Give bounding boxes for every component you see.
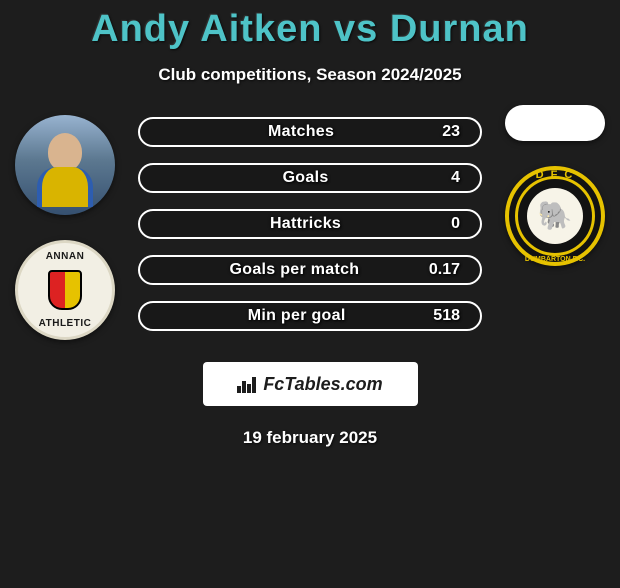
stat-value: 4: [451, 169, 460, 187]
stat-value: 518: [433, 307, 460, 325]
stat-label: Hattricks: [270, 215, 341, 233]
stat-row: Goals per match 0.17: [138, 255, 482, 285]
page-title: Andy Aitken vs Durnan: [0, 8, 620, 51]
right-club-logo: D F C 🐘 DUMBARTON F.C.: [505, 166, 605, 266]
right-player-column: D F C 🐘 DUMBARTON F.C.: [490, 105, 620, 266]
stat-row: Goals 4: [138, 163, 482, 193]
stat-row: Hattricks 0: [138, 209, 482, 239]
left-club-name-bottom: ATHLETIC: [18, 318, 112, 329]
right-club-name-bottom: DUMBARTON F.C.: [509, 256, 601, 263]
right-club-name-top: D F C: [509, 169, 601, 181]
brand-badge: FcTables.com: [203, 362, 418, 406]
stat-label: Min per goal: [248, 307, 346, 325]
left-player-column: ANNAN ATHLETIC: [0, 105, 130, 340]
subtitle: Club competitions, Season 2024/2025: [0, 65, 620, 85]
brand-text: FcTables.com: [263, 374, 382, 395]
stat-label: Goals: [283, 169, 329, 187]
bar-chart-icon: [237, 375, 257, 393]
stat-label: Goals per match: [230, 261, 360, 279]
elephant-icon: 🐘: [538, 202, 573, 230]
stat-value: 0: [451, 215, 460, 233]
right-player-avatar: [505, 105, 605, 141]
stat-value: 23: [442, 123, 460, 141]
left-club-logo: ANNAN ATHLETIC: [15, 240, 115, 340]
shield-icon: [48, 270, 82, 310]
left-player-avatar: [15, 115, 115, 215]
stat-row: Min per goal 518: [138, 301, 482, 331]
stats-column: Matches 23 Goals 4 Hattricks 0 Goals per…: [130, 105, 490, 331]
left-club-name-top: ANNAN: [18, 251, 112, 262]
stat-value: 0.17: [429, 261, 460, 279]
comparison-row: ANNAN ATHLETIC Matches 23 Goals 4 Hattri…: [0, 105, 620, 340]
stat-row: Matches 23: [138, 117, 482, 147]
date-text: 19 february 2025: [0, 428, 620, 448]
stat-label: Matches: [268, 123, 334, 141]
